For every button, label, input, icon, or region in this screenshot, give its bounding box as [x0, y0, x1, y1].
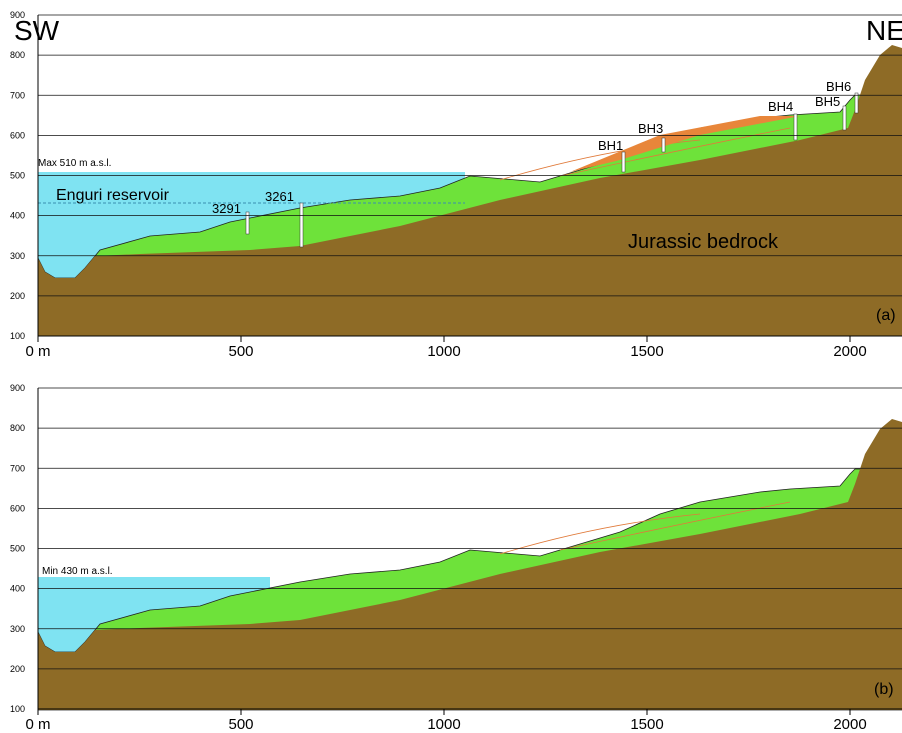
panel-label: (a) [876, 307, 896, 324]
borehole-label: BH1 [598, 138, 623, 153]
y-tick-label: 900 [10, 10, 25, 20]
ne-label: NE [866, 15, 902, 46]
borehole-label: BH6 [826, 79, 851, 94]
y-tick-label: 700 [10, 90, 25, 100]
x-tick-label: 0 m [25, 716, 50, 733]
borehole-label: 3291 [212, 201, 241, 216]
y-tick-label: 300 [10, 251, 25, 261]
y-tick-label: 400 [10, 211, 25, 221]
x-tick-label: 500 [228, 716, 253, 733]
y-tick-label: 100 [10, 704, 25, 714]
y-tick-label: 200 [10, 664, 25, 674]
panel-label: (b) [874, 681, 894, 698]
y-tick-label: 100 [10, 331, 25, 341]
borehole-label: BH3 [638, 121, 663, 136]
bedrock-label: Jurassic bedrock [628, 231, 779, 253]
panel-b [38, 388, 902, 710]
figure: SW NE Max 510 m a.s.l. Enguri reservoir … [0, 0, 902, 733]
panel-a [38, 15, 902, 336]
y-tick-label: 900 [10, 383, 25, 393]
x-tick-label: 0 m [25, 343, 50, 360]
x-tick-label: 1000 [427, 343, 460, 360]
x-tick-label: 1500 [630, 343, 663, 360]
x-tick-label: 2000 [833, 716, 866, 733]
x-tick-label: 500 [228, 343, 253, 360]
y-tick-label: 500 [10, 544, 25, 554]
level-label: Max 510 m a.s.l. [38, 158, 111, 169]
y-tick-label: 600 [10, 130, 25, 140]
y-tick-label: 600 [10, 503, 25, 513]
y-tick-label: 400 [10, 584, 25, 594]
x-tick-label: 1500 [630, 716, 663, 733]
y-tick-label: 500 [10, 171, 25, 181]
reservoir-label: Enguri reservoir [56, 187, 170, 204]
borehole-label: BH5 [815, 94, 840, 109]
y-tick-label: 800 [10, 50, 25, 60]
borehole-label: 3261 [265, 189, 294, 204]
y-tick-label: 800 [10, 423, 25, 433]
y-tick-label: 300 [10, 624, 25, 634]
borehole-label: BH4 [768, 99, 793, 114]
y-tick-label: 700 [10, 463, 25, 473]
y-tick-label: 200 [10, 291, 25, 301]
level-label: Min 430 m a.s.l. [42, 566, 113, 577]
x-tick-label: 1000 [427, 716, 460, 733]
x-tick-label: 2000 [833, 343, 866, 360]
